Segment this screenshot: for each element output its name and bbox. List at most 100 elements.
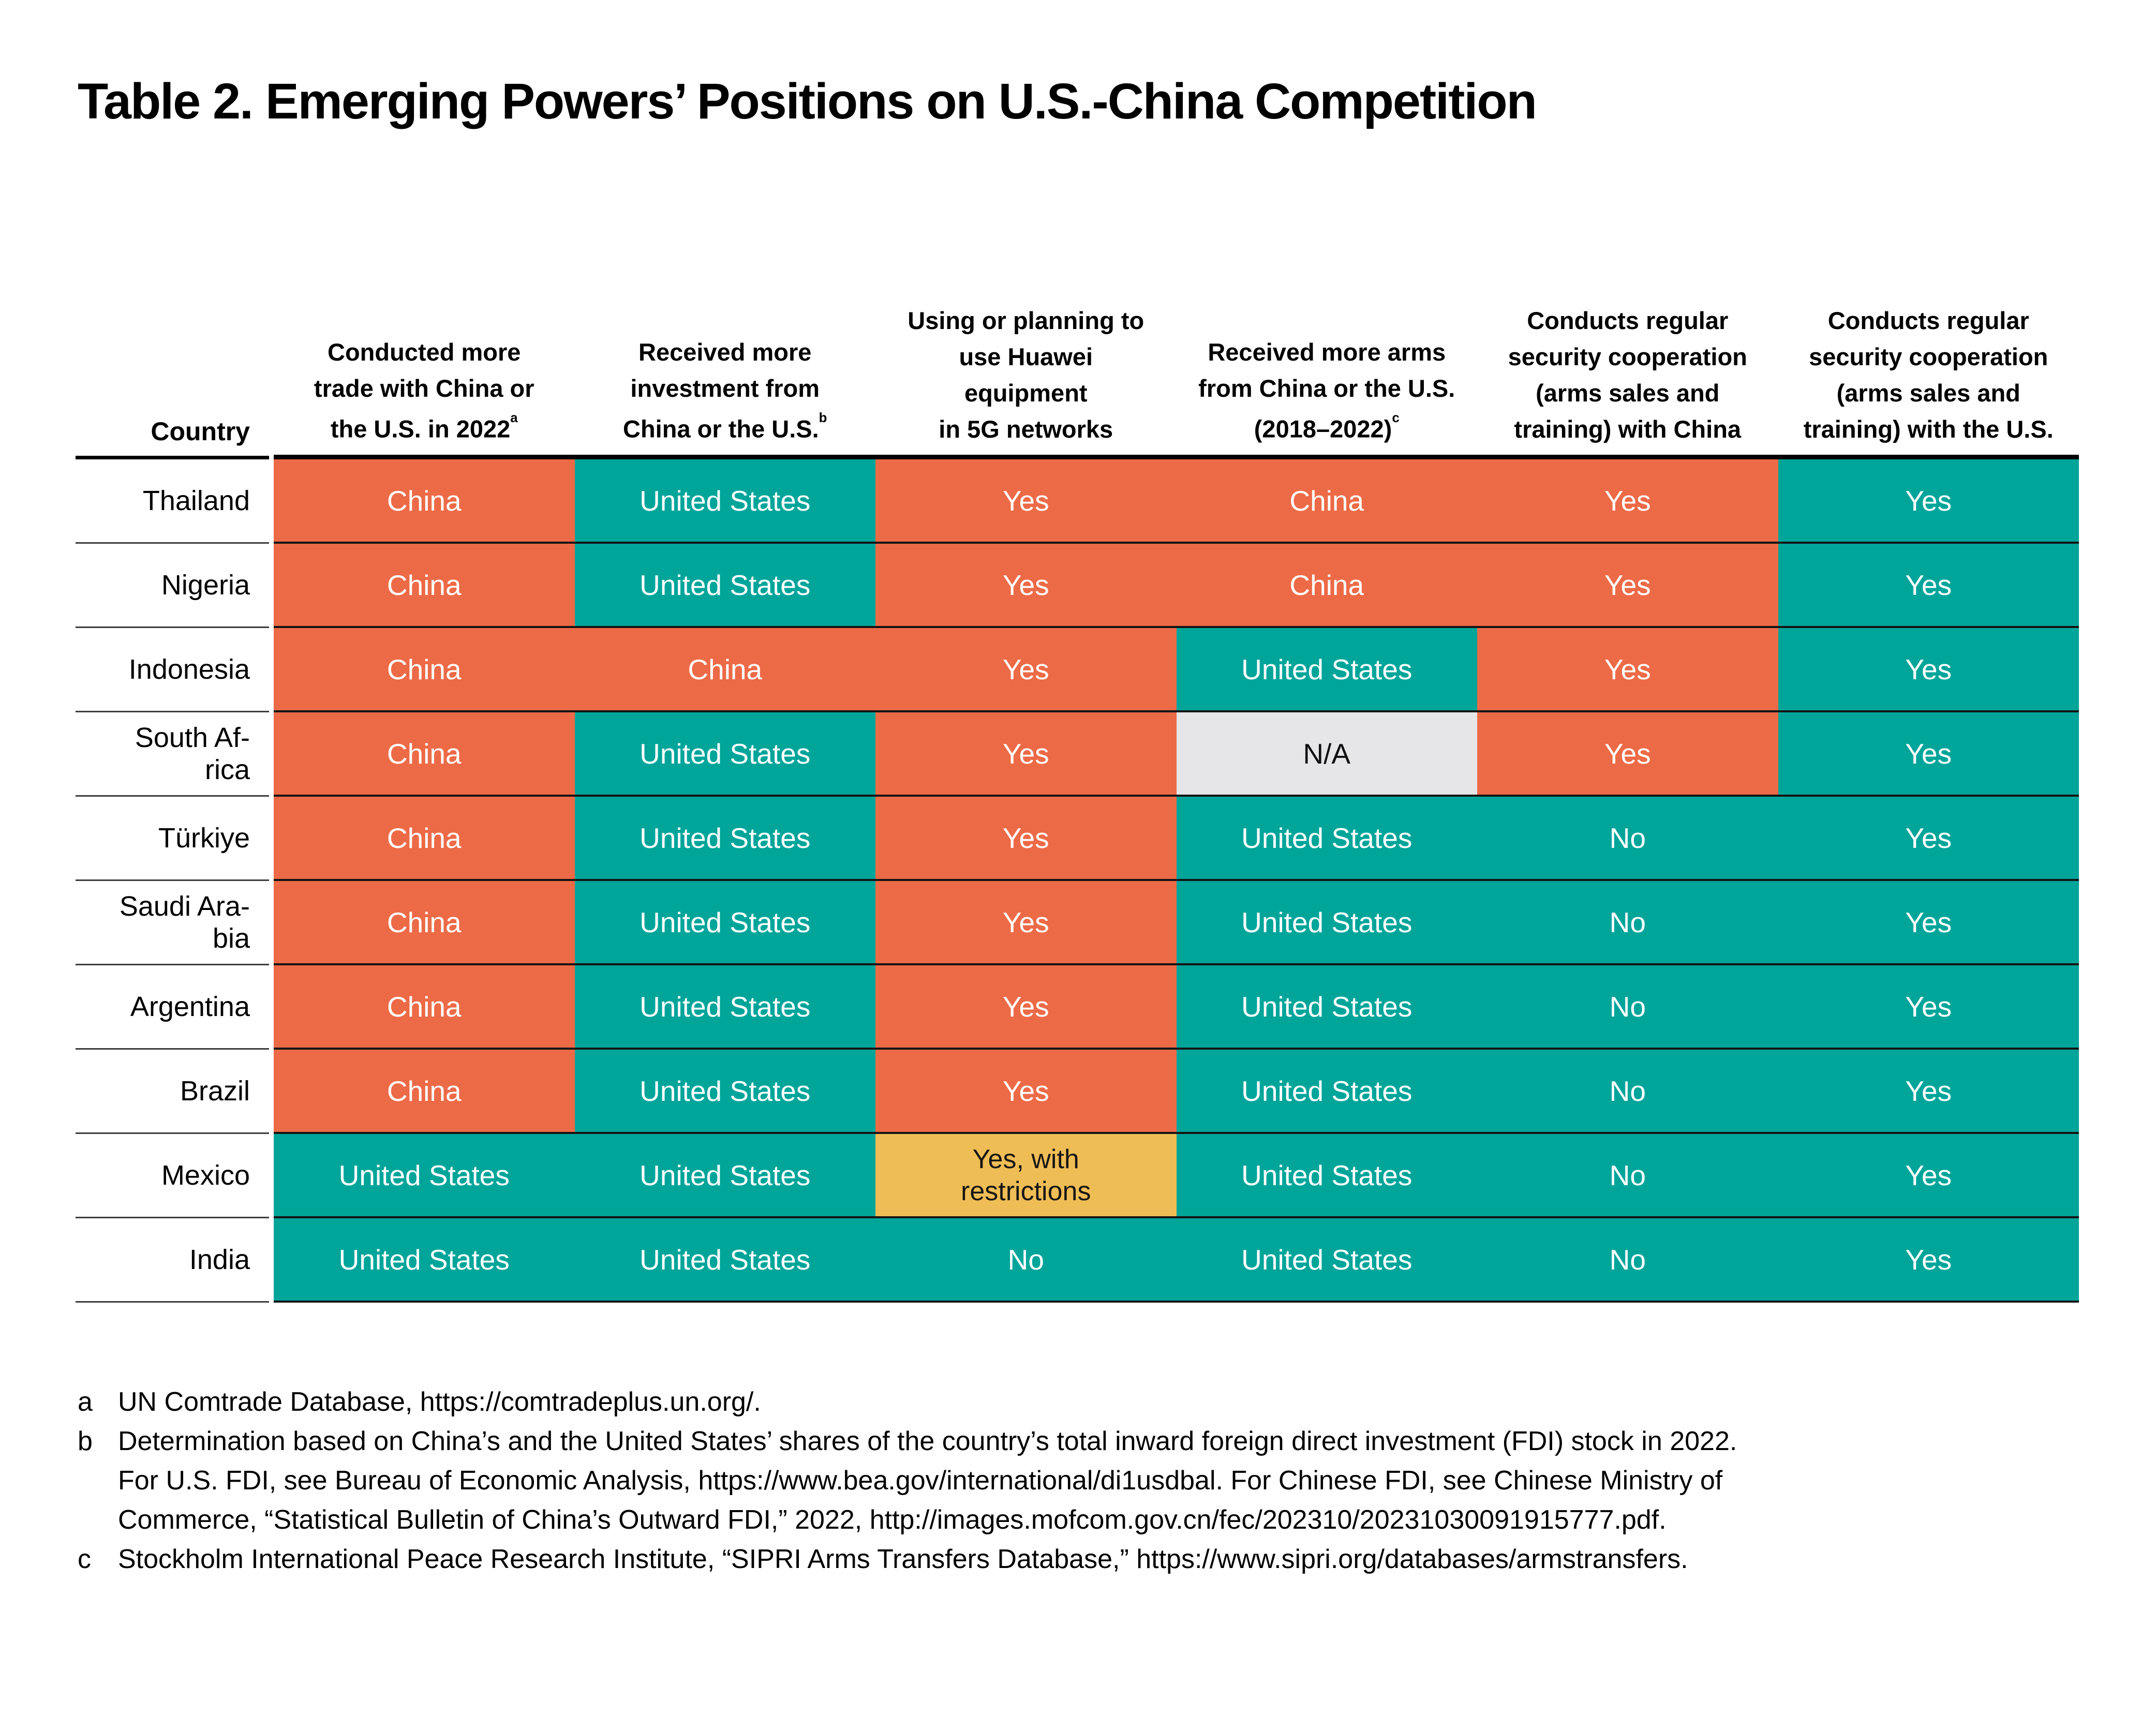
row-cells: China United States Yes United States No Yes xyxy=(274,881,2079,965)
footnote: b Determination based on China’s and the … xyxy=(78,1422,2095,1540)
data-cell: Yes xyxy=(875,544,1177,628)
data-cell: Yes xyxy=(875,965,1177,1050)
data-cell: China xyxy=(274,628,575,712)
row-cells: China United States Yes China Yes Yes xyxy=(274,544,2079,628)
footnote-text: Determination based on China’s and the U… xyxy=(118,1426,1737,1535)
data-cell: China xyxy=(274,459,575,544)
data-cell: United States xyxy=(1176,628,1477,712)
data-cell: Yes xyxy=(1477,459,1778,544)
data-cell: Yes xyxy=(1778,459,2079,544)
column-headers: Conducted more trade with China or the U… xyxy=(274,303,2079,459)
row-cells: China United States Yes United States No Yes xyxy=(274,965,2079,1050)
data-cell: United States xyxy=(1176,1134,1477,1218)
table-row: Saudi Ara- bia China United States Yes Unite… xyxy=(76,881,2079,965)
data-cell: Yes xyxy=(875,797,1177,881)
data-cell: United States xyxy=(574,712,875,797)
data-cell: Yes xyxy=(875,1050,1177,1134)
footnote-marker: b xyxy=(78,1426,93,1456)
data-cell: Yes xyxy=(875,459,1177,544)
table-row: India United States United States No United … xyxy=(76,1218,2079,1303)
data-cell: N/A xyxy=(1176,712,1477,797)
column-header: Conducts regular security cooperation (a… xyxy=(1778,303,2079,455)
data-cell: Yes xyxy=(1477,628,1778,712)
data-cell: United States xyxy=(274,1134,575,1218)
column-header-text: Using or planning to use Huawei equipmen… xyxy=(908,307,1144,443)
data-cell: United States xyxy=(1176,881,1477,965)
data-cell: China xyxy=(1176,459,1477,544)
footnote-marker: c xyxy=(78,1544,91,1574)
data-cell: No xyxy=(1477,1218,1778,1303)
data-cell: United States xyxy=(574,459,875,544)
data-cell: Yes, with restrictions xyxy=(875,1134,1177,1218)
footnote-reference: a xyxy=(510,411,518,426)
table-row: Argentina China United States Yes United Sta… xyxy=(76,965,2079,1050)
footnote: a UN Comtrade Database, https://comtradep… xyxy=(78,1382,2095,1422)
country-column-header: Country xyxy=(76,416,269,459)
data-cell: Yes xyxy=(1778,1050,2079,1134)
row-cells: China United States Yes United States No Yes xyxy=(274,797,2079,881)
data-table: Country Conducted more trade with China … xyxy=(76,286,2079,1303)
data-cell: China xyxy=(274,965,575,1050)
data-cell: United States xyxy=(574,1134,875,1218)
data-cell: United States xyxy=(274,1218,575,1303)
column-header-text: Conducts regular security cooperation (a… xyxy=(1508,307,1747,443)
data-cell: Yes xyxy=(875,712,1177,797)
footnotes: a UN Comtrade Database, https://comtradep… xyxy=(78,1382,2095,1579)
country-label: Nigeria xyxy=(76,544,269,628)
row-cells: China China Yes United States Yes Yes xyxy=(274,628,2079,712)
column-header-text: Received more arms from China or the U.S… xyxy=(1198,338,1455,443)
data-cell: Yes xyxy=(875,628,1177,712)
data-cell: Yes xyxy=(1778,881,2079,965)
data-cell: Yes xyxy=(1778,544,2079,628)
table-row: South Af- rica China United States Yes N/A Ye… xyxy=(76,712,2079,797)
row-cells: China United States Yes N/A Yes Yes xyxy=(274,712,2079,797)
data-cell: No xyxy=(1477,797,1778,881)
column-header: Received more investment from China or t… xyxy=(575,334,876,455)
data-cell: Yes xyxy=(1778,1218,2079,1303)
data-cell: Yes xyxy=(875,881,1177,965)
footnote: c Stockholm International Peace Research … xyxy=(78,1540,2095,1579)
data-cell: No xyxy=(1477,1134,1778,1218)
data-cell: China xyxy=(574,628,875,712)
country-label: Argentina xyxy=(76,965,269,1050)
data-cell: Yes xyxy=(1778,797,2079,881)
data-cell: China xyxy=(274,797,575,881)
data-cell: United States xyxy=(574,797,875,881)
footnote-reference: c xyxy=(1392,411,1400,426)
column-header: Conducted more trade with China or the U… xyxy=(274,334,575,455)
data-cell: United States xyxy=(1176,1218,1477,1303)
country-label: Thailand xyxy=(76,459,269,544)
table-title: Table 2. Emerging Powers’ Positions on U… xyxy=(78,73,1537,129)
column-header: Using or planning to use Huawei equipmen… xyxy=(875,303,1177,455)
footnote-text: Stockholm International Peace Research I… xyxy=(118,1544,1688,1574)
column-header: Conducts regular security cooperation (a… xyxy=(1477,303,1778,455)
table-row: Brazil China United States Yes United States… xyxy=(76,1050,2079,1134)
data-cell: United States xyxy=(1176,1050,1477,1134)
row-cells: United States United States No United State… xyxy=(274,1218,2079,1303)
country-label: India xyxy=(76,1218,269,1303)
footnote-text: UN Comtrade Database, https://comtradepl… xyxy=(118,1387,761,1417)
data-cell: China xyxy=(274,712,575,797)
data-cell: China xyxy=(274,881,575,965)
data-cell: United States xyxy=(574,544,875,628)
data-cell: No xyxy=(875,1218,1177,1303)
country-label: Mexico xyxy=(76,1134,269,1218)
data-cell: United States xyxy=(574,881,875,965)
country-label: Brazil xyxy=(76,1050,269,1134)
table-header-row: Country Conducted more trade with China … xyxy=(76,286,2079,459)
table-row: Türkiye China United States Yes United State… xyxy=(76,797,2079,881)
data-cell: No xyxy=(1477,965,1778,1050)
data-cell: China xyxy=(274,544,575,628)
row-cells: China United States Yes United States No Yes xyxy=(274,1050,2079,1134)
row-cells: China United States Yes China Yes Yes xyxy=(274,459,2079,544)
data-cell: No xyxy=(1477,1050,1778,1134)
column-header-text: Conducted more trade with China or the U… xyxy=(314,338,534,443)
country-label: South Af- rica xyxy=(76,712,269,797)
data-cell: United States xyxy=(574,1218,875,1303)
data-cell: Yes xyxy=(1477,544,1778,628)
footnote-reference: b xyxy=(819,411,827,426)
row-cells: United States United States Yes, with rest… xyxy=(274,1134,2079,1218)
data-cell: United States xyxy=(1176,965,1477,1050)
data-cell: Yes xyxy=(1778,628,2079,712)
data-cell: United States xyxy=(1176,797,1477,881)
